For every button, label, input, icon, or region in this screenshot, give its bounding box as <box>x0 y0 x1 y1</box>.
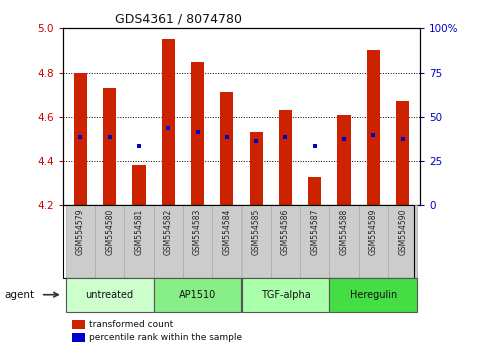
Text: Heregulin: Heregulin <box>350 290 397 300</box>
Bar <box>250 132 263 205</box>
Bar <box>212 205 242 278</box>
Bar <box>124 205 154 278</box>
Bar <box>308 177 321 205</box>
Text: GSM554589: GSM554589 <box>369 209 378 255</box>
Bar <box>154 278 242 312</box>
Text: GSM554586: GSM554586 <box>281 209 290 255</box>
Text: GSM554583: GSM554583 <box>193 209 202 255</box>
Text: GSM554588: GSM554588 <box>340 209 349 255</box>
Text: transformed count: transformed count <box>89 320 173 329</box>
Text: GSM554582: GSM554582 <box>164 209 173 255</box>
Text: GDS4361 / 8074780: GDS4361 / 8074780 <box>115 12 242 25</box>
Text: AP1510: AP1510 <box>179 290 216 300</box>
Bar <box>242 278 329 312</box>
Bar <box>271 205 300 278</box>
Bar <box>396 101 409 205</box>
Bar <box>74 73 87 205</box>
Bar <box>66 205 95 278</box>
Text: percentile rank within the sample: percentile rank within the sample <box>89 332 242 342</box>
Text: untreated: untreated <box>85 290 134 300</box>
Bar <box>95 205 124 278</box>
Bar <box>329 278 417 312</box>
Text: TGF-alpha: TGF-alpha <box>260 290 310 300</box>
Bar <box>66 278 154 312</box>
Bar <box>183 205 212 278</box>
Bar <box>242 205 271 278</box>
Bar <box>359 205 388 278</box>
Bar <box>338 115 351 205</box>
Bar <box>300 205 329 278</box>
Text: GSM554585: GSM554585 <box>252 209 261 255</box>
Bar <box>162 39 175 205</box>
Bar <box>132 166 145 205</box>
Bar <box>279 110 292 205</box>
Text: GSM554581: GSM554581 <box>134 209 143 255</box>
Bar <box>103 88 116 205</box>
Bar <box>388 205 417 278</box>
Text: GSM554590: GSM554590 <box>398 209 407 256</box>
Text: agent: agent <box>5 290 35 300</box>
Bar <box>154 205 183 278</box>
Text: GSM554579: GSM554579 <box>76 209 85 256</box>
Bar <box>191 62 204 205</box>
Bar <box>329 205 359 278</box>
Bar <box>220 92 233 205</box>
Text: GSM554584: GSM554584 <box>222 209 231 255</box>
Bar <box>367 51 380 205</box>
Text: GSM554587: GSM554587 <box>310 209 319 255</box>
Text: GSM554580: GSM554580 <box>105 209 114 255</box>
